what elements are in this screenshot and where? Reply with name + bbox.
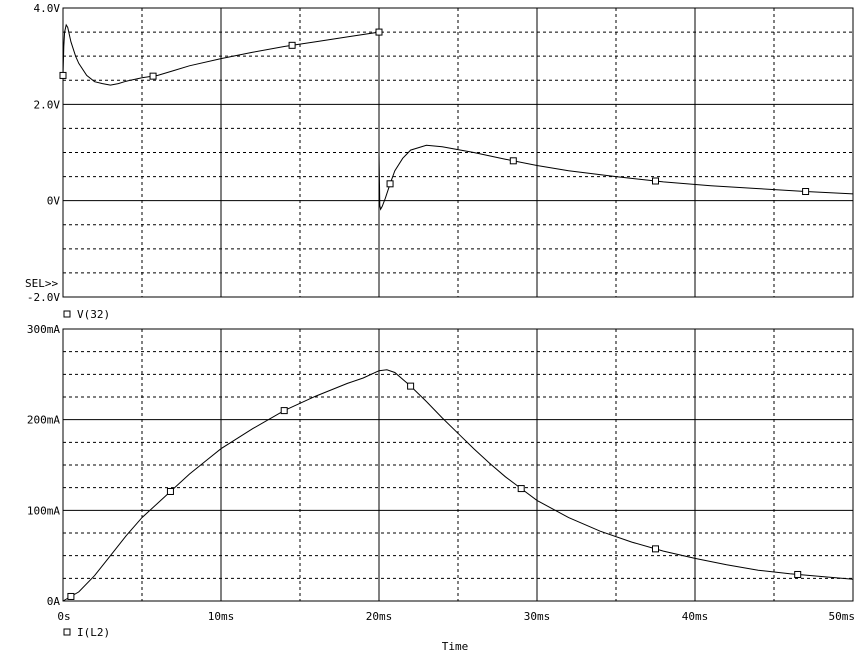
data-point-marker <box>652 545 659 553</box>
data-point-marker <box>280 407 288 415</box>
data-point-marker <box>802 188 810 196</box>
series-line-v32 <box>62 23 854 211</box>
data-point-marker <box>407 382 415 390</box>
data-point-marker <box>166 487 174 495</box>
data-point-marker <box>149 72 157 80</box>
data-point-marker <box>59 71 67 79</box>
selector-label: SEL>> <box>25 277 58 290</box>
plot-frame <box>62 7 854 298</box>
x-tick-label: 30ms <box>524 610 551 623</box>
data-point-marker <box>509 157 517 165</box>
legend-marker <box>63 628 71 636</box>
x-tick-label: 0s <box>57 610 70 623</box>
legend-entry: I(L2) <box>63 626 110 639</box>
x-axis-label: Time <box>442 640 469 653</box>
y-tick-label: 0V <box>47 195 61 208</box>
data-point-marker <box>67 592 75 600</box>
x-tick-label: 10ms <box>208 610 235 623</box>
legend-marker <box>63 310 71 318</box>
data-point-marker <box>288 41 296 49</box>
y-tick-label: 2.0V <box>34 98 61 111</box>
x-tick-label: 40ms <box>682 610 709 623</box>
y-tick-label: 300mA <box>27 323 60 336</box>
y-tick-label: 4.0V <box>34 2 61 15</box>
data-point-marker <box>375 28 383 36</box>
y-tick-label: -2.0V <box>27 291 60 304</box>
y-tick-label: 100mA <box>27 504 60 517</box>
plot-panel-2: 300mA 200mA 100mA 0A 0s 10ms 20ms 30ms 40ms 50ms T… <box>27 323 855 653</box>
data-point-marker <box>517 485 525 493</box>
y-tick-label: 0A <box>47 595 61 608</box>
data-point-marker <box>386 180 394 188</box>
y-tick-label: 200mA <box>27 414 60 427</box>
x-tick-label: 50ms <box>829 610 856 623</box>
data-point-marker <box>652 177 659 185</box>
legend-entry: V(32) <box>63 308 110 321</box>
legend-label: V(32) <box>77 308 110 321</box>
data-point-marker <box>794 570 802 578</box>
legend-label: I(L2) <box>77 626 110 639</box>
x-tick-label: 20ms <box>366 610 393 623</box>
plot-frame <box>62 328 854 602</box>
